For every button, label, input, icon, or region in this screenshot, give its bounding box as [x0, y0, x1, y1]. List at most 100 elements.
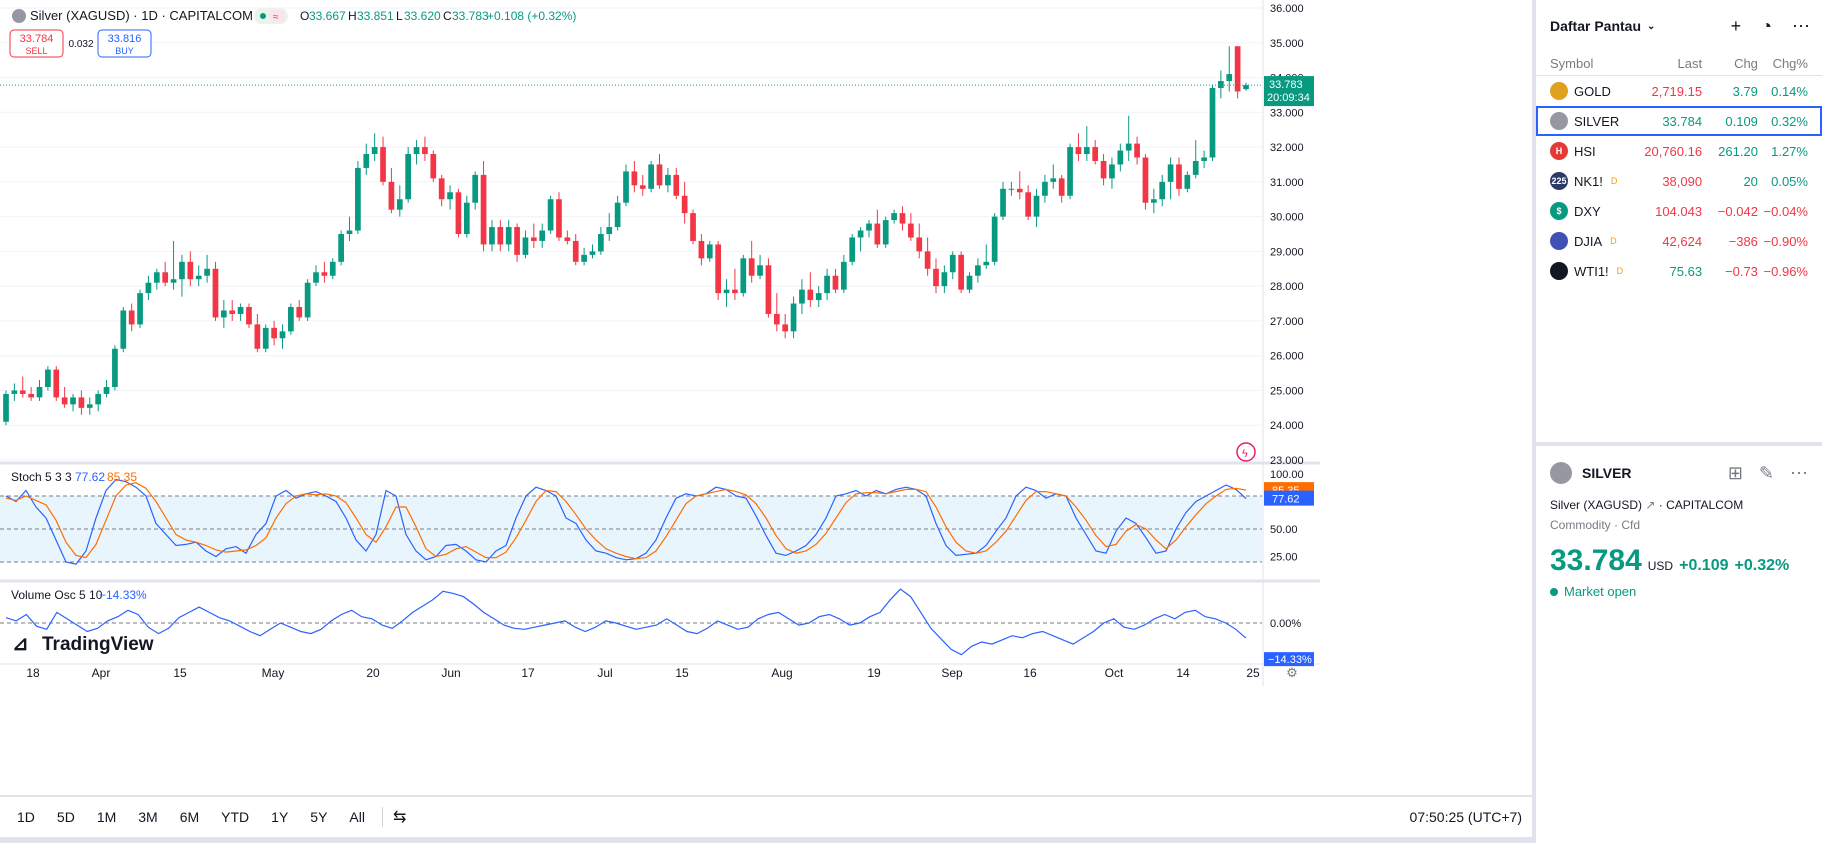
- details-name[interactable]: Silver (XAGUSD): [1550, 498, 1643, 512]
- volosc-axis-zero: 0.00%: [1270, 618, 1301, 630]
- candle-body: [1218, 81, 1224, 88]
- row-chg: 0.109: [1725, 113, 1758, 129]
- candle-body: [715, 244, 722, 294]
- price-tick-label: 33.000: [1270, 107, 1304, 119]
- candle-body: [112, 348, 118, 387]
- watchlist-row-hsi[interactable]: H HSI 20,760.16 261.20 1.27%: [1536, 136, 1822, 166]
- row-chg: 261.20: [1718, 143, 1758, 159]
- market-open-dot-icon: [1550, 587, 1558, 596]
- candle-body: [1092, 147, 1099, 161]
- column-chg[interactable]: Chg: [1734, 56, 1758, 71]
- watchlist-row-dxy[interactable]: $ DXY 104.043 −0.042 −0.04%: [1536, 196, 1822, 226]
- time-tick-label: 14: [1176, 666, 1190, 680]
- candle-body: [480, 174, 487, 245]
- watchlist-row-wti1[interactable]: WTI1! D 75.63 −0.73 −0.96%: [1536, 256, 1822, 286]
- candle-body: [799, 289, 805, 304]
- candle-body: [966, 275, 973, 290]
- candle-body: [396, 199, 403, 210]
- market-open-dot-icon: [260, 13, 266, 19]
- watchlist-row-nk1[interactable]: 225 NK1! D 38,090 20 0.05%: [1536, 166, 1822, 196]
- ohlc-o: 33.667: [309, 9, 346, 23]
- time-tick-label: 20: [366, 666, 380, 680]
- row-chg-pct: 0.32%: [1771, 113, 1808, 129]
- price-tick-label: 24.000: [1270, 420, 1304, 432]
- last-price-label: 33.783: [1269, 79, 1303, 91]
- chart-pie-icon[interactable]: ◔: [1761, 15, 1772, 36]
- candle-body: [505, 227, 512, 245]
- ohlc-l-label: L: [396, 9, 403, 23]
- candle-body: [371, 147, 378, 155]
- row-last: 20,760.16: [1644, 143, 1703, 159]
- clock-display[interactable]: 07:50:25 (UTC+7): [1409, 809, 1522, 825]
- watchlist-columns: Symbol Last Chg Chg%: [1536, 52, 1822, 76]
- timeframe-3m[interactable]: 3M: [138, 809, 158, 825]
- volosc-label: Volume Osc 5 10: [11, 588, 103, 602]
- timeframe-1d[interactable]: 1D: [17, 809, 35, 825]
- buy-button[interactable]: [97, 29, 152, 58]
- details-exchange[interactable]: CAPITALCOM: [1666, 498, 1744, 512]
- candle-body: [681, 195, 688, 214]
- candle-body: [589, 251, 596, 255]
- candle-body: [748, 258, 755, 276]
- timeframe-all[interactable]: All: [349, 809, 365, 825]
- column-symbol[interactable]: Symbol: [1550, 56, 1594, 71]
- more-icon[interactable]: ⋯: [1792, 15, 1810, 36]
- row-chg-pct: 0.14%: [1771, 83, 1808, 99]
- symbol-logo-icon: [1550, 262, 1568, 280]
- candle-body: [623, 171, 629, 203]
- candle-body: [1016, 188, 1023, 193]
- timeframe-1y[interactable]: 1Y: [271, 809, 289, 825]
- ohlc-change: +0.108 (+0.32%): [487, 9, 576, 23]
- candle-body: [807, 289, 814, 301]
- watchlist-row-gold[interactable]: GOLD 2,719.15 3.79 0.14%: [1536, 76, 1822, 106]
- stoch-k-badge: [1264, 490, 1314, 506]
- watchlist-title-button[interactable]: Daftar Pantau ⌄: [1550, 18, 1655, 34]
- layout-grid-icon[interactable]: ⊞: [1727, 462, 1743, 483]
- flash-icon[interactable]: [1236, 442, 1256, 462]
- candle-body: [162, 272, 169, 283]
- time-axis: 18 Apr 15 May 20 Jun 17 Jul 15 Aug 19 Sep 16 Oct 14 25 ⚙: [26, 665, 1298, 680]
- candle-body: [572, 240, 579, 262]
- chevron-down-icon: ⌄: [1647, 20, 1656, 32]
- time-tick-label: May: [262, 666, 285, 680]
- timeframe-1m[interactable]: 1M: [96, 809, 117, 825]
- candle-body: [765, 265, 772, 314]
- stoch-axis-label: 25.00: [1270, 552, 1298, 564]
- more-icon[interactable]: ⋯: [1790, 462, 1808, 483]
- row-symbol: DXY: [1574, 203, 1601, 219]
- volosc-line: [5, 588, 1247, 656]
- edit-icon[interactable]: ✎: [1758, 462, 1774, 483]
- candle-body: [891, 213, 897, 221]
- candle-body: [455, 192, 462, 234]
- timeframe-ytd[interactable]: YTD: [221, 809, 250, 825]
- column-last[interactable]: Last: [1677, 56, 1703, 71]
- timeframe-6m[interactable]: 6M: [179, 809, 200, 825]
- row-symbol: DJIA: [1574, 233, 1603, 249]
- external-link-icon[interactable]: ↗: [1645, 498, 1656, 512]
- date-range-icon[interactable]: ⇆: [392, 809, 407, 826]
- sell-button[interactable]: [9, 29, 64, 58]
- column-chg-pct[interactable]: Chg%: [1772, 56, 1808, 71]
- silver-logo-icon: [12, 9, 26, 23]
- watchlist-row-djia[interactable]: DJIA D 42,624 −386 −0.90%: [1536, 226, 1822, 256]
- candle-body: [732, 289, 738, 294]
- chart-area[interactable]: 36.00035.00034.00033.00032.00031.00030.0…: [0, 0, 1532, 795]
- add-symbol-icon[interactable]: +: [1730, 15, 1742, 36]
- candle-body: [380, 147, 386, 182]
- details-symbol[interactable]: SILVER: [1582, 465, 1632, 481]
- timeframe-5y[interactable]: 5Y: [310, 809, 328, 825]
- timeframe-5d[interactable]: 5D: [56, 809, 75, 825]
- watchlist-row-silver[interactable]: SILVER 33.784 0.109 0.32%: [1536, 106, 1822, 136]
- candle-body: [246, 307, 252, 325]
- candle-body: [262, 327, 269, 349]
- candle-body: [832, 275, 839, 290]
- settings-icon[interactable]: ⚙: [1286, 665, 1298, 680]
- chart-svg[interactable]: 36.00035.00034.00033.00032.00031.00030.0…: [0, 0, 1532, 795]
- candle-body: [321, 272, 328, 276]
- toolbar-divider: [381, 807, 383, 827]
- candle-body: [229, 310, 236, 314]
- watchlist-title: Daftar Pantau: [1550, 18, 1642, 34]
- time-tick-label: 17: [521, 666, 535, 680]
- symbol-title[interactable]: Silver (XAGUSD) · 1D · CAPITALCOM: [30, 8, 253, 23]
- candle-body: [1234, 46, 1241, 92]
